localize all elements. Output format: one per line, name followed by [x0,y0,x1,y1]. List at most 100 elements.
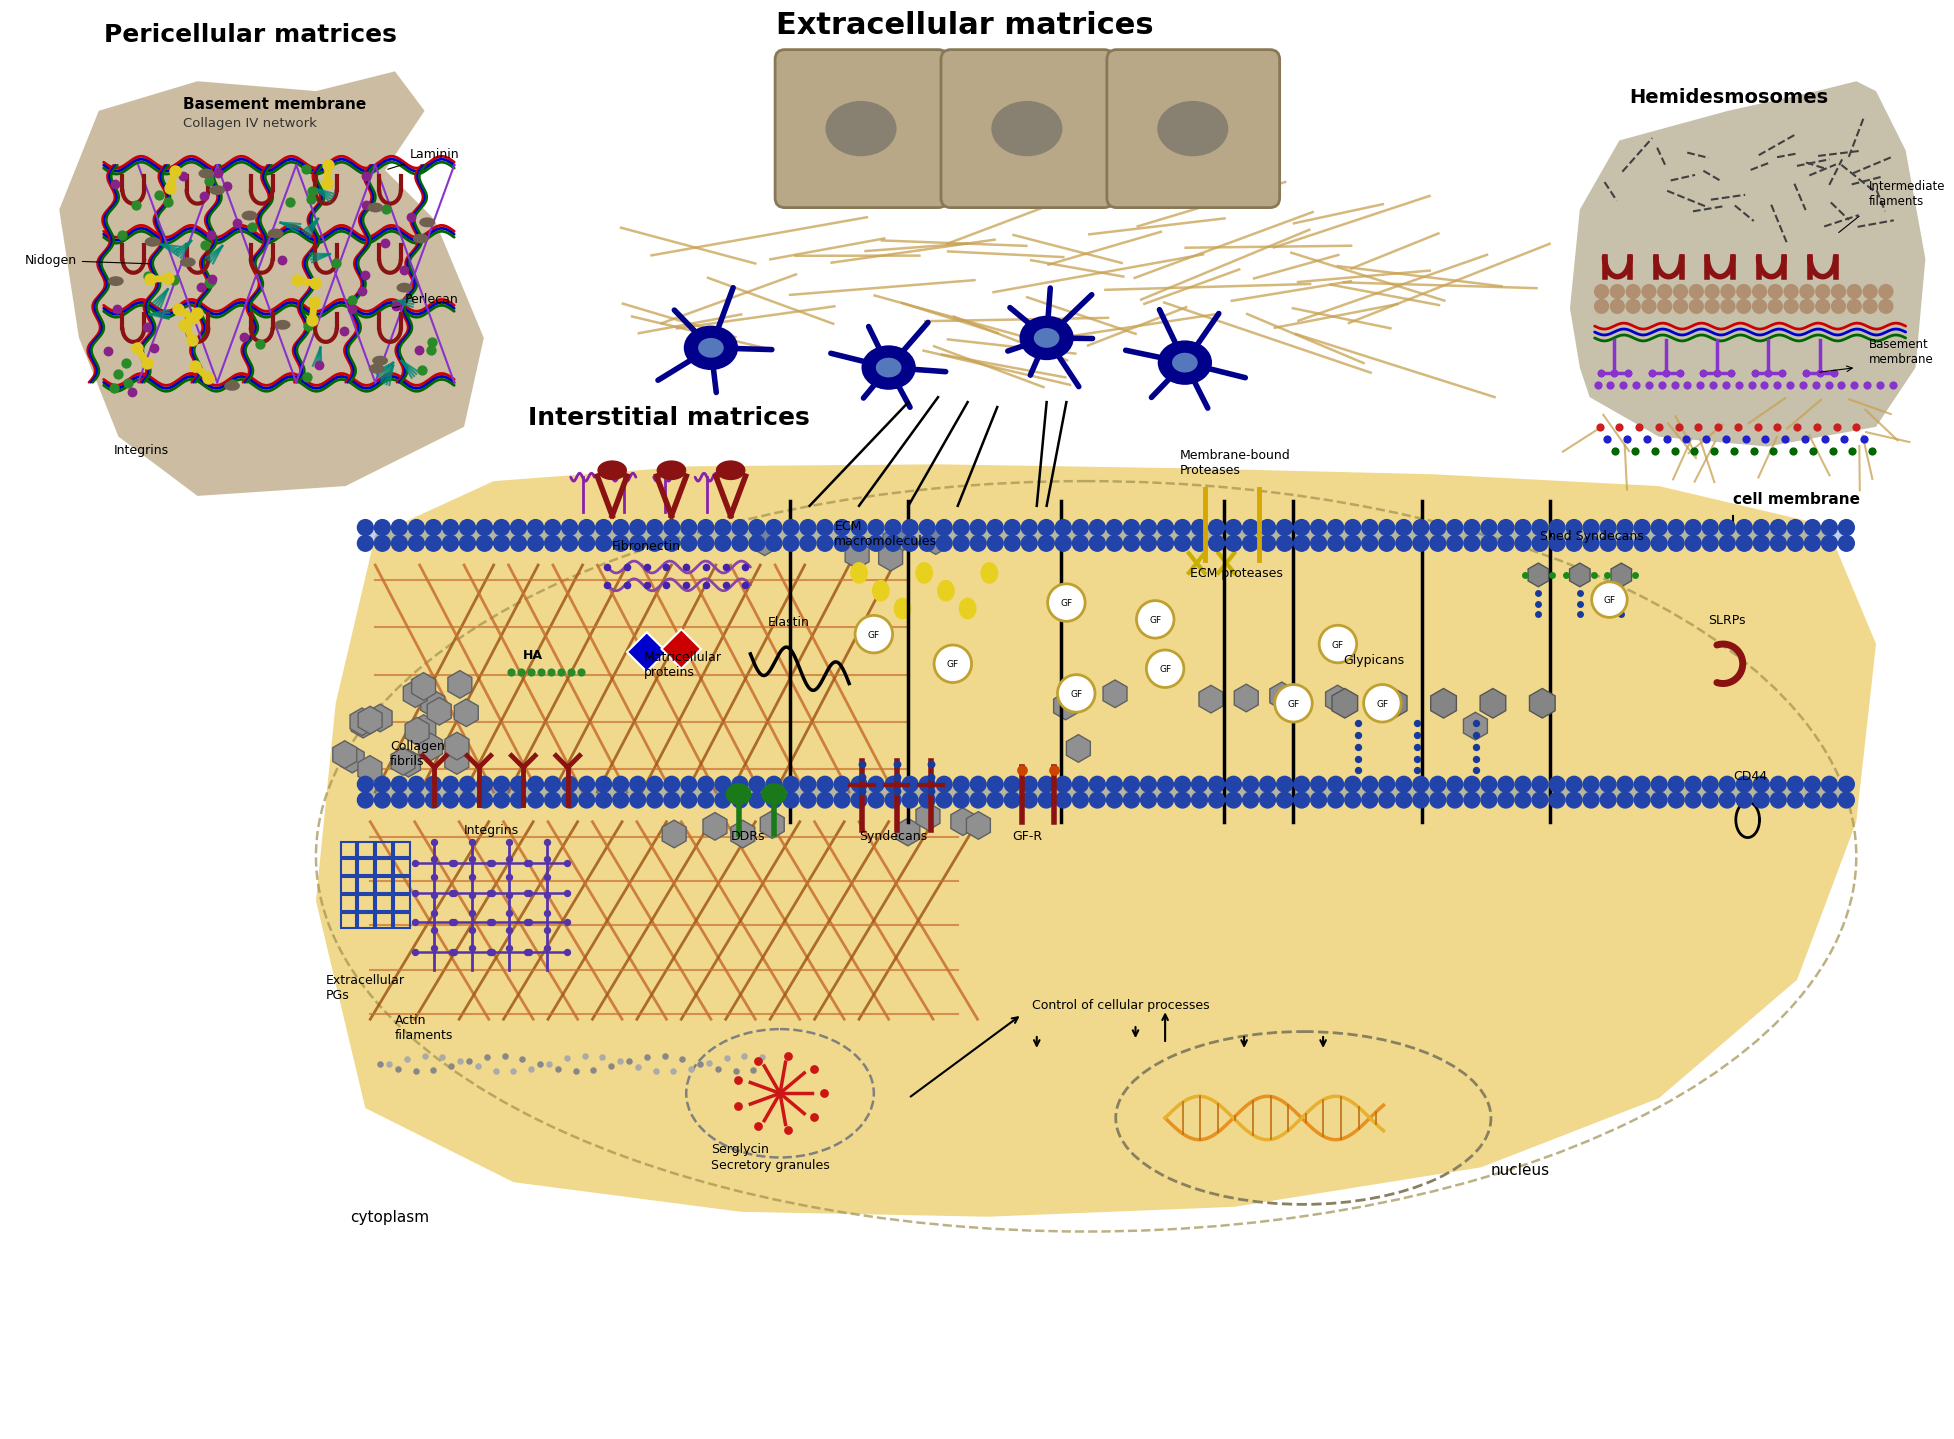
Point [1825,374,1856,397]
Circle shape [698,535,713,551]
Point [561,1061,592,1084]
Circle shape [1753,791,1768,807]
Point [180,354,211,377]
Circle shape [1499,535,1514,551]
Ellipse shape [825,101,897,157]
Circle shape [680,791,698,807]
Text: Fibronectin: Fibronectin [612,540,682,553]
FancyBboxPatch shape [1106,49,1280,207]
Point [121,337,152,360]
Polygon shape [662,629,701,669]
Point [670,555,701,578]
Circle shape [1721,285,1735,298]
Point [1804,361,1835,384]
Circle shape [1329,535,1344,551]
Point [1848,427,1880,450]
Point [531,865,563,888]
Point [1788,374,1819,397]
Bar [358,842,375,858]
Point [152,190,184,213]
Circle shape [784,535,799,551]
Bar [358,859,375,875]
Point [1620,564,1651,587]
Circle shape [1364,685,1401,722]
Circle shape [596,535,612,551]
Text: Glypicans: Glypicans [1342,653,1405,666]
Circle shape [1821,791,1837,807]
Circle shape [408,777,424,791]
Point [1634,374,1665,397]
Bar [340,876,356,892]
Circle shape [918,791,936,807]
Point [512,911,543,934]
Point [709,573,741,596]
Circle shape [817,791,832,807]
Point [690,555,721,578]
Point [121,193,152,216]
Circle shape [1800,285,1813,298]
Circle shape [1499,777,1514,791]
Point [162,298,193,321]
Point [313,154,344,177]
Point [143,184,174,207]
Point [494,848,526,871]
Point [1620,374,1651,397]
Point [494,830,526,853]
Text: nucleus: nucleus [1491,1163,1550,1179]
Circle shape [1800,299,1813,314]
Circle shape [1583,519,1598,535]
Circle shape [868,791,883,807]
Point [604,1049,635,1072]
Point [365,1052,397,1075]
Circle shape [391,791,406,807]
Text: ECM
macromolecules: ECM macromolecules [834,521,938,548]
Point [1612,361,1643,384]
Point [299,291,330,314]
Circle shape [1174,777,1190,791]
Point [531,901,563,924]
Point [641,1059,672,1082]
Point [111,353,143,376]
Circle shape [784,791,799,807]
Text: Serglycin: Serglycin [711,1143,768,1156]
Point [426,1045,457,1068]
Point [303,353,334,376]
Bar [377,859,393,875]
Circle shape [987,791,1002,807]
Circle shape [1770,791,1786,807]
Point [1716,361,1747,384]
Circle shape [459,777,475,791]
Point [336,289,367,312]
Point [1698,374,1729,397]
Circle shape [664,535,680,551]
Circle shape [442,791,459,807]
Text: HA: HA [524,649,543,662]
Point [436,911,467,934]
Point [1782,416,1813,439]
Point [457,848,488,871]
Point [1006,758,1038,781]
Circle shape [868,777,883,791]
Bar [395,895,410,911]
Ellipse shape [657,460,686,481]
Point [1702,416,1733,439]
Circle shape [885,777,901,791]
Point [1620,440,1651,463]
Point [1739,361,1770,384]
Circle shape [715,791,731,807]
Point [1766,361,1798,384]
Circle shape [528,791,543,807]
Circle shape [1721,299,1735,314]
Text: GF: GF [1159,665,1170,675]
Point [494,884,526,907]
Circle shape [614,519,629,535]
Circle shape [834,777,850,791]
Point [418,865,449,888]
Point [514,852,545,875]
Circle shape [1634,535,1649,551]
Circle shape [1610,285,1624,298]
Point [1659,374,1690,397]
Point [1460,724,1491,747]
Circle shape [1753,285,1766,298]
Circle shape [1768,299,1782,314]
